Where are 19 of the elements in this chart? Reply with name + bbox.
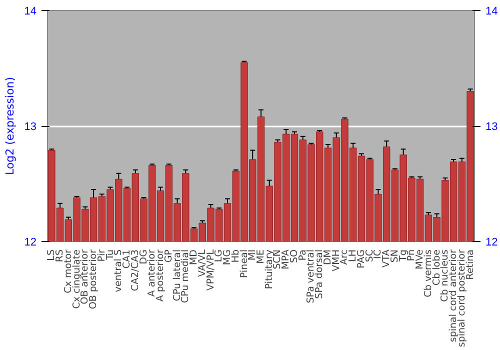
x-tick-label: Tg (398, 249, 409, 262)
x-tick-label: DM (322, 249, 334, 266)
y2-tick-label: 14 (486, 6, 498, 18)
x-tick-label: PAG (356, 249, 367, 268)
y-tick-label: 13 (24, 121, 37, 133)
x-tick-label: CA2/CA3 (130, 249, 141, 292)
y2-tick-label: 12 (486, 236, 498, 248)
x-tick-label: Retina (464, 249, 476, 280)
y2-tick-label: 13 (486, 121, 498, 133)
y-axis-title: Log2 (expression) (3, 76, 16, 176)
x-tick-label: SO (288, 249, 300, 264)
y-tick-label: 12 (24, 236, 37, 248)
x-tick-label: VA/VL (196, 248, 208, 277)
x-tick-label: ME (256, 249, 266, 264)
x-tick-label: SN (389, 249, 400, 263)
x-tick-label: Pituitary (264, 249, 275, 290)
x-tick-label: spinal cord posterior (456, 249, 468, 348)
x-tick-label: Hb (230, 249, 242, 263)
y-tick-label: 14 (24, 6, 37, 18)
